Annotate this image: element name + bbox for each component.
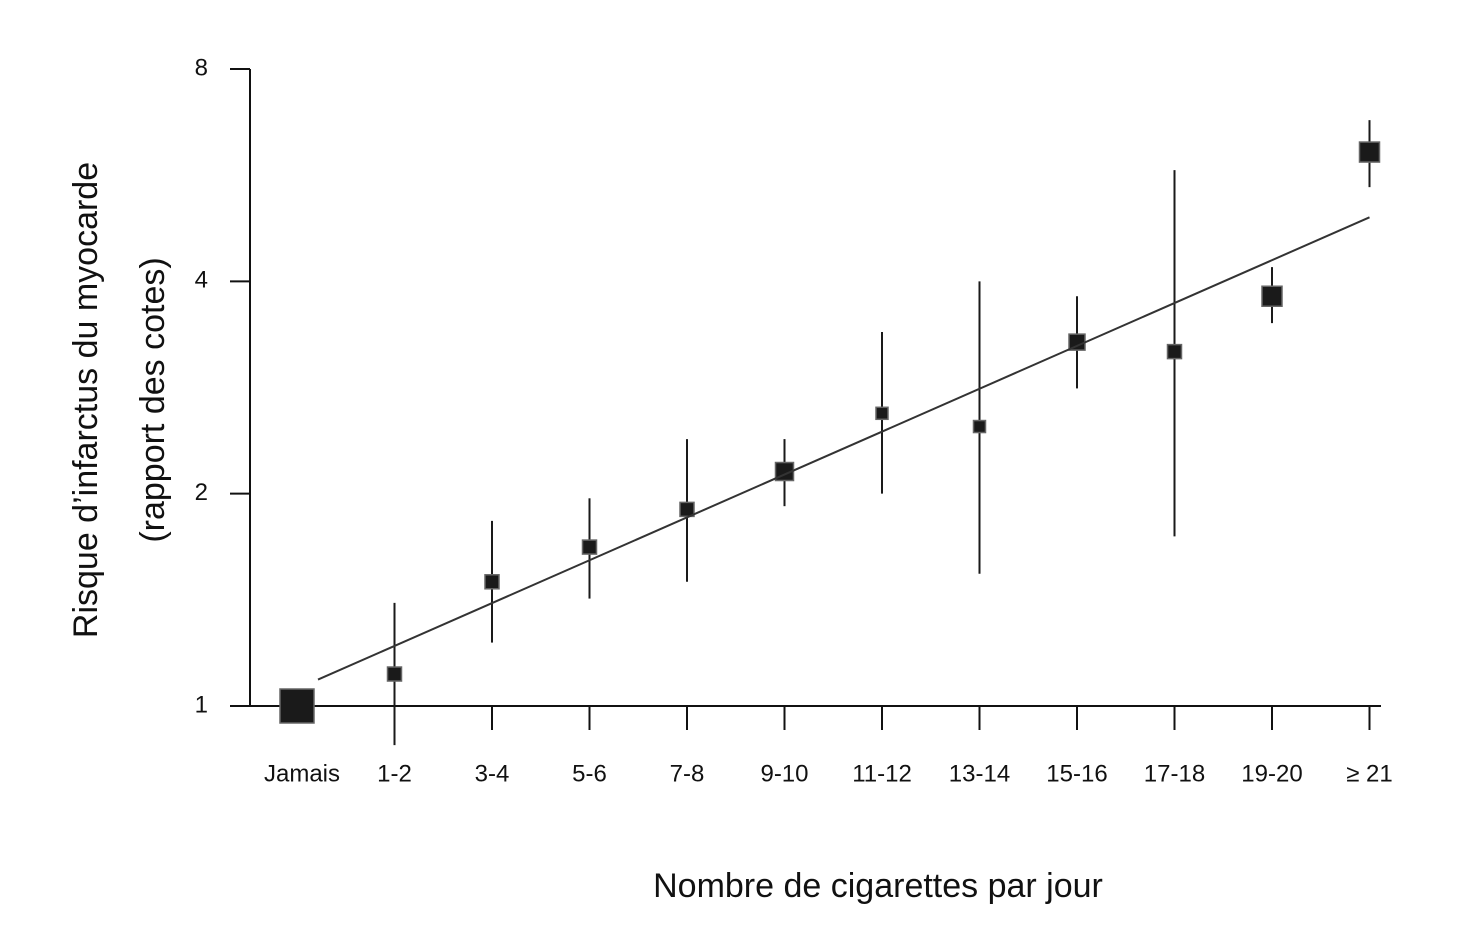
x-tick-label: 7-8 xyxy=(670,760,705,787)
y-axis-title: Risque d’infarctus du myocarde xyxy=(67,162,105,638)
x-tick-label: 11-12 xyxy=(852,760,912,787)
x-tick-label: 17-18 xyxy=(1144,760,1205,787)
x-axis-title: Nombre de cigarettes par jour xyxy=(653,867,1103,905)
point-marker xyxy=(1261,285,1283,307)
point-marker xyxy=(581,539,598,555)
x-tick-label: 13-14 xyxy=(949,760,1010,787)
point-marker xyxy=(484,574,500,590)
point-marker xyxy=(875,406,889,421)
point-marker xyxy=(1358,141,1381,163)
y-tick-label: 8 xyxy=(195,54,208,81)
point-marker xyxy=(1166,343,1183,360)
x-tick-label: ≥ 21 xyxy=(1346,760,1393,787)
y-axis-title: (rapport des cotes) xyxy=(134,257,172,542)
x-tick-label: 5-6 xyxy=(572,760,607,787)
x-tick-label: Jamais xyxy=(264,760,340,787)
y-tick-label: 4 xyxy=(195,267,208,294)
x-tick-label: 19-20 xyxy=(1241,760,1302,787)
x-tick-label: 9-10 xyxy=(760,760,808,787)
point-marker xyxy=(279,688,315,724)
x-tick-label: 1-2 xyxy=(377,760,412,787)
point-marker xyxy=(386,666,403,682)
trend-line xyxy=(317,216,1370,681)
y-tick-label: 2 xyxy=(195,479,208,506)
x-tick-label: 3-4 xyxy=(475,760,510,787)
y-tick-label: 1 xyxy=(195,691,208,718)
point-marker xyxy=(972,419,987,434)
x-tick-label: 15-16 xyxy=(1046,760,1107,787)
